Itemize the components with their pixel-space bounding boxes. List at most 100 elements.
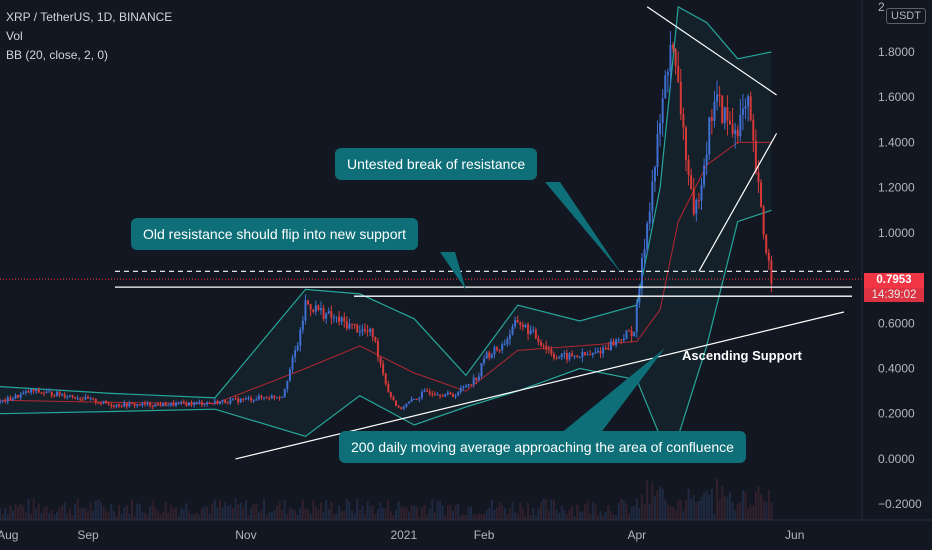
volume-bar: [612, 514, 615, 520]
candle-body: [66, 396, 69, 398]
candle-body: [17, 394, 20, 398]
candle-body: [524, 324, 527, 328]
volume-bar: [501, 504, 504, 520]
volume-bar: [244, 500, 247, 520]
candle-body: [242, 398, 245, 400]
candle-body: [43, 392, 46, 394]
candle-body: [169, 402, 172, 406]
candle-body: [384, 373, 387, 384]
volume-bar: [674, 509, 677, 520]
price-axis[interactable]: −0.20000.00000.20000.40000.60000.80001.0…: [878, 0, 922, 511]
symbol-title[interactable]: XRP / TetherUS, 1D, BINANCE: [6, 10, 173, 24]
volume-bar: [703, 493, 706, 520]
candle-body: [53, 395, 56, 397]
candle-body: [741, 108, 744, 116]
candle-body: [172, 402, 175, 406]
volume-bar: [459, 515, 462, 520]
candle-body: [265, 397, 268, 399]
candle-body: [770, 260, 773, 284]
candle-body: [301, 320, 304, 330]
candle-body: [286, 381, 289, 390]
candle-body: [30, 389, 33, 393]
volume-bar: [521, 508, 524, 520]
candle-body: [107, 403, 110, 405]
volume-bar: [143, 512, 146, 520]
candle-body: [677, 65, 680, 83]
volume-bar: [457, 503, 460, 520]
volume-bar: [726, 496, 729, 520]
volume-bar: [154, 507, 157, 520]
callout-untested-break[interactable]: Untested break of resistance: [335, 148, 538, 180]
volume-bar: [250, 507, 253, 520]
volume-bar: [452, 510, 455, 520]
currency-badge[interactable]: USDT: [886, 8, 926, 24]
volume-bar: [687, 488, 690, 520]
candle-body: [374, 337, 377, 342]
candle-body: [4, 400, 7, 402]
candle-body: [436, 394, 439, 396]
candle-body: [490, 354, 493, 358]
volume-bar: [713, 513, 716, 520]
candle-body: [565, 352, 568, 360]
volume-bar: [625, 503, 628, 520]
volume-bar: [185, 503, 188, 520]
volume-bar: [81, 508, 84, 520]
candle-body: [754, 140, 757, 173]
candle-body: [464, 386, 467, 388]
volume-bar: [387, 500, 390, 520]
volume-bar: [646, 480, 649, 520]
bb-indicator-label[interactable]: BB (20, close, 2, 0): [6, 48, 109, 62]
volume-bar: [14, 504, 17, 520]
candle-body: [369, 328, 372, 332]
volume-bar: [87, 511, 90, 520]
volume-bar: [550, 499, 553, 520]
volume-bar: [620, 498, 623, 520]
candle-body: [345, 321, 348, 329]
volume-bar: [648, 504, 651, 520]
candle-body: [521, 324, 524, 328]
volume-bar: [203, 506, 206, 520]
volume-bar: [741, 490, 744, 520]
candle-body: [452, 394, 455, 397]
volume-bar: [431, 498, 434, 520]
candle-body: [578, 357, 581, 359]
volume-bar: [464, 514, 467, 520]
candle-body: [19, 394, 22, 398]
time-tick-label: Sep: [77, 528, 99, 542]
candle-body: [757, 172, 760, 183]
candle-body: [182, 401, 185, 404]
candle-body: [71, 395, 74, 397]
candle-body: [470, 384, 473, 386]
candle-body: [84, 396, 87, 400]
volume-bar: [643, 504, 646, 520]
candle-body: [195, 402, 198, 404]
volume-bar: [252, 504, 255, 520]
candle-body: [700, 185, 703, 201]
price-tick-label: 1.4000: [878, 135, 915, 149]
callout-resistance-flip[interactable]: Old resistance should flip into new supp…: [131, 218, 419, 250]
volume-bar: [195, 512, 198, 520]
volume-indicator-label[interactable]: Vol: [6, 29, 23, 43]
volume-bar: [84, 507, 87, 520]
time-tick-label: Feb: [474, 528, 495, 542]
callout-200ma-confluence[interactable]: 200 daily moving average approaching the…: [339, 431, 746, 463]
candle-body: [234, 398, 237, 400]
candle-body: [392, 396, 395, 401]
volume-bar: [446, 504, 449, 520]
volume-bar: [208, 513, 211, 520]
volume-bar: [596, 515, 599, 520]
volume-bar: [63, 502, 66, 520]
candle-body: [529, 330, 532, 335]
ascending-support-label[interactable]: Ascending Support: [682, 348, 802, 363]
volume-bar: [690, 498, 693, 520]
volume-bar: [413, 505, 416, 520]
candle-body: [63, 394, 66, 398]
volume-bar: [301, 499, 304, 520]
volume-bar: [294, 510, 297, 520]
time-axis[interactable]: Aug Sep Nov 2021 Feb Apr Jun: [0, 528, 804, 542]
volume-bar: [744, 491, 747, 520]
candle-body: [612, 341, 615, 346]
candle-body: [651, 181, 654, 212]
